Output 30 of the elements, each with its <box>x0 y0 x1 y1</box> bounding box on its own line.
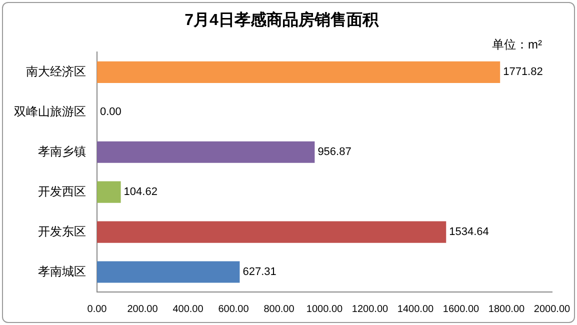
bar <box>97 181 121 203</box>
x-tick-label: 1800.00 <box>488 304 526 315</box>
chart-title: 7月4日孝感商品房销售面积 <box>184 10 380 30</box>
y-tick-label: 孝南乡镇 <box>38 144 86 158</box>
x-tick-label: 800.00 <box>264 304 295 315</box>
x-tick-label: 600.00 <box>218 304 250 315</box>
data-label: 104.62 <box>124 186 158 198</box>
data-label: 1771.82 <box>503 66 543 78</box>
x-tick-label: 1000.00 <box>306 304 344 315</box>
x-tick-label: 1200.00 <box>352 304 389 315</box>
x-tick-label: 400.00 <box>172 304 204 315</box>
data-label: 1534.64 <box>449 226 489 238</box>
bar <box>97 261 240 283</box>
data-label: 0.00 <box>100 106 122 118</box>
data-label: 627.31 <box>242 266 276 278</box>
bar <box>97 61 500 83</box>
data-label: 956.87 <box>318 146 352 158</box>
x-tick-label: 1600.00 <box>442 304 480 315</box>
x-tick-label: 1400.00 <box>397 304 434 315</box>
y-tick-label: 孝南城区 <box>38 264 86 278</box>
y-tick-label: 开发东区 <box>38 224 86 238</box>
x-tick-label: 0.00 <box>87 304 108 315</box>
bar <box>97 221 446 243</box>
y-tick-label: 开发西区 <box>38 184 86 198</box>
y-tick-label: 双峰山旅游区 <box>14 104 86 118</box>
x-tick-label: 2000.00 <box>534 304 571 315</box>
bar <box>97 141 315 163</box>
x-tick-label: 200.00 <box>127 304 158 315</box>
y-tick-label: 南大经济区 <box>26 64 86 78</box>
text: 单位：m² <box>492 37 542 52</box>
